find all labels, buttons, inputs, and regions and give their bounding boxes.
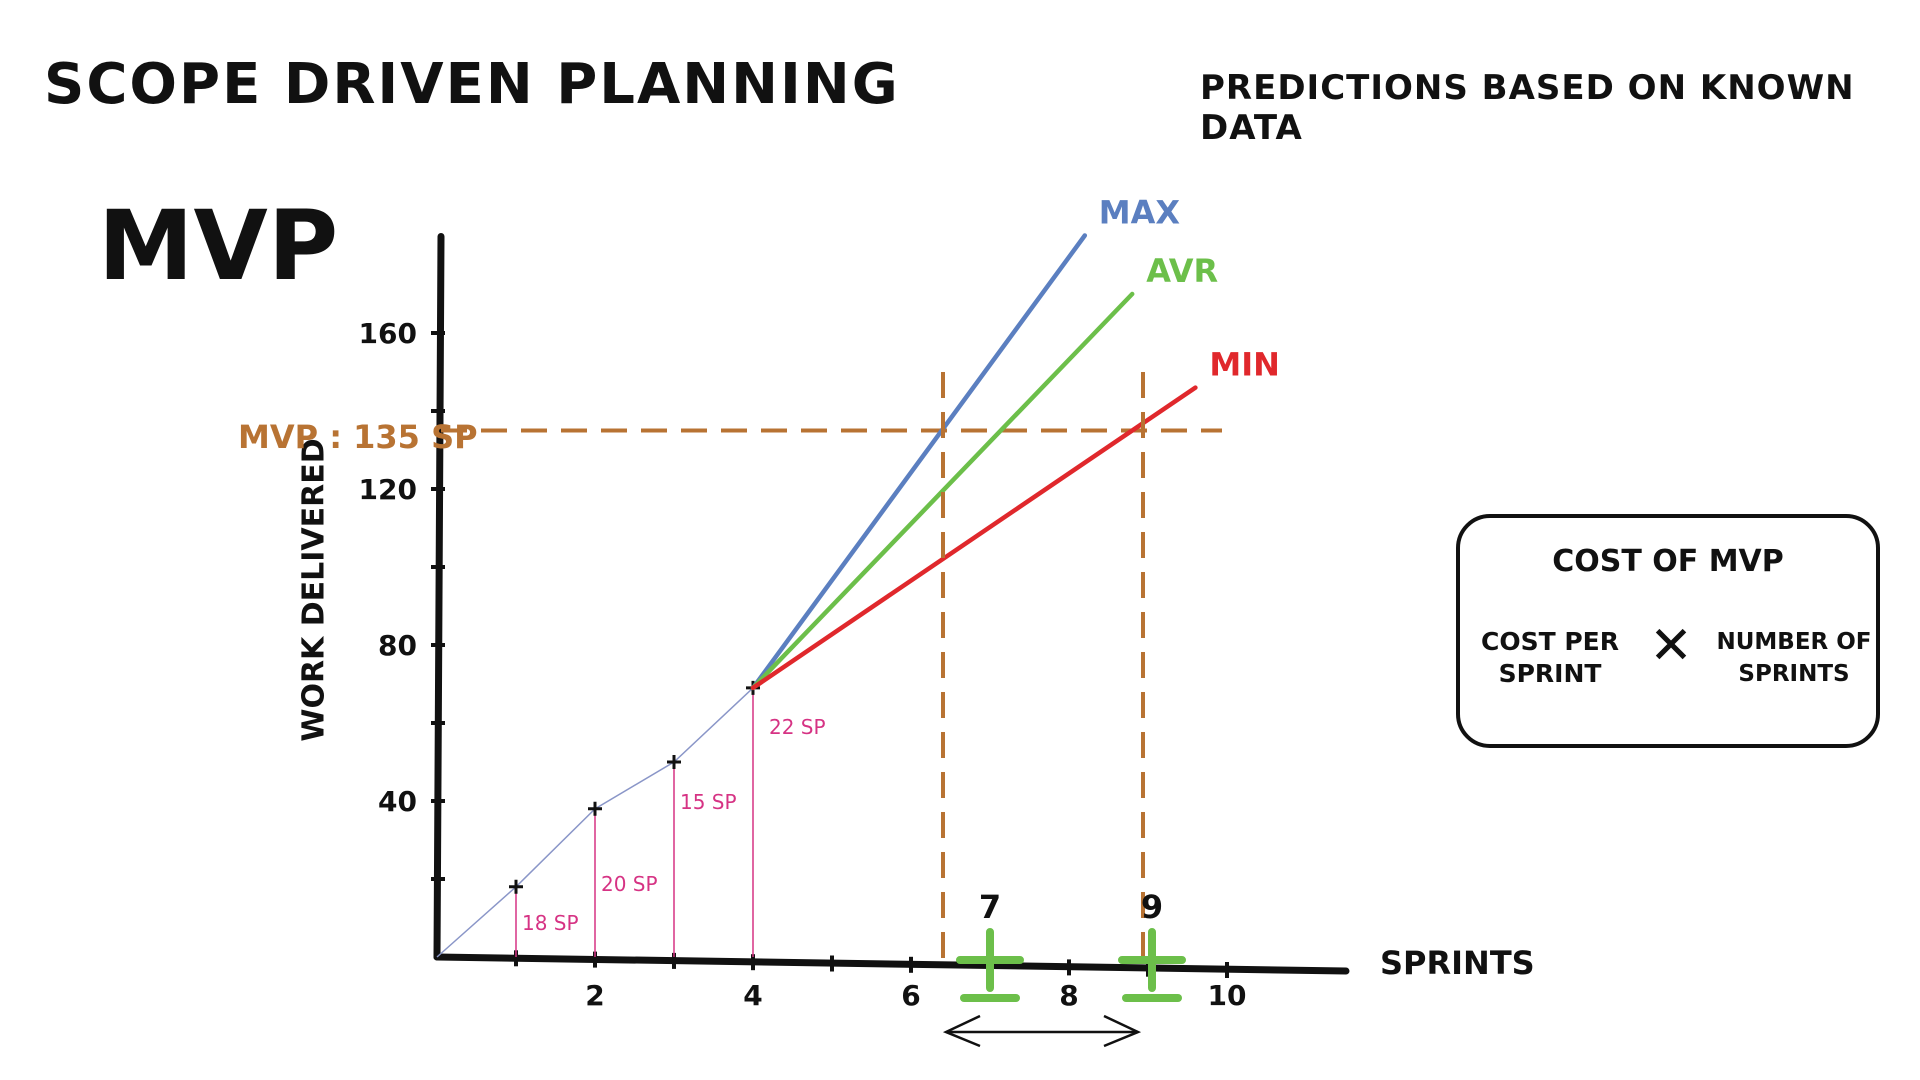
series-line-avr bbox=[750, 291, 1135, 691]
series-label-avr: AVR bbox=[1146, 252, 1218, 290]
x-tick-label: 4 bbox=[743, 979, 762, 1012]
increment-label: 18 SP bbox=[522, 911, 579, 935]
series-line-min bbox=[750, 385, 1198, 691]
data-point-marker bbox=[667, 755, 681, 769]
series-label-min: MIN bbox=[1209, 346, 1280, 384]
range-arrow-left-head bbox=[942, 1014, 981, 1048]
series-label-max: MAX bbox=[1099, 194, 1181, 232]
multiply-icon: ✕ bbox=[1649, 616, 1693, 676]
x-tick-label: 6 bbox=[901, 979, 920, 1012]
y-axis bbox=[433, 233, 445, 961]
mvp-target-label: MVP : 135 SP bbox=[238, 418, 478, 456]
x-tick-label: 8 bbox=[1059, 979, 1078, 1012]
cost-per-sprint-label: COST PER SPRINT bbox=[1480, 627, 1619, 688]
x-tick-label: 2 bbox=[585, 979, 604, 1012]
cost-of-mvp-box: COST OF MVP COST PER SPRINT ✕ NUMBER OF … bbox=[1456, 514, 1880, 748]
page-subtitle: PREDICTIONS BASED ON KNOWN DATA bbox=[1200, 68, 1855, 148]
increment-label: 15 SP bbox=[680, 790, 737, 814]
data-point-marker bbox=[509, 879, 523, 894]
y-tick-label: 160 bbox=[359, 317, 417, 350]
series-line-max bbox=[750, 233, 1088, 691]
x-tick-label: 10 bbox=[1208, 979, 1247, 1012]
range-arrow-right-head bbox=[1103, 1014, 1142, 1048]
increment-label: 22 SP bbox=[769, 715, 826, 739]
x-axis-label: SPRINTS bbox=[1380, 944, 1535, 982]
y-axis-label: WORK DELIVERED bbox=[296, 438, 332, 742]
number-of-sprints-label: NUMBER OF SPRINTS bbox=[1716, 629, 1872, 687]
y-tick-label: 80 bbox=[378, 629, 417, 662]
increment-label: 20 SP bbox=[601, 872, 658, 896]
range-marker-label: 9 bbox=[1141, 888, 1163, 926]
plus-marker bbox=[956, 928, 1024, 992]
range-marker-label: 7 bbox=[979, 888, 1001, 926]
x-axis bbox=[433, 953, 1350, 975]
data-point-marker bbox=[588, 801, 602, 816]
mvp-heading: MVP bbox=[98, 190, 339, 302]
page-title: SCOPE DRIVEN PLANNING bbox=[44, 52, 900, 117]
cost-box-title: COST OF MVP bbox=[1552, 544, 1784, 579]
plus-marker bbox=[1118, 928, 1186, 992]
y-tick-label: 120 bbox=[359, 473, 417, 506]
y-tick-label: 40 bbox=[378, 785, 417, 818]
